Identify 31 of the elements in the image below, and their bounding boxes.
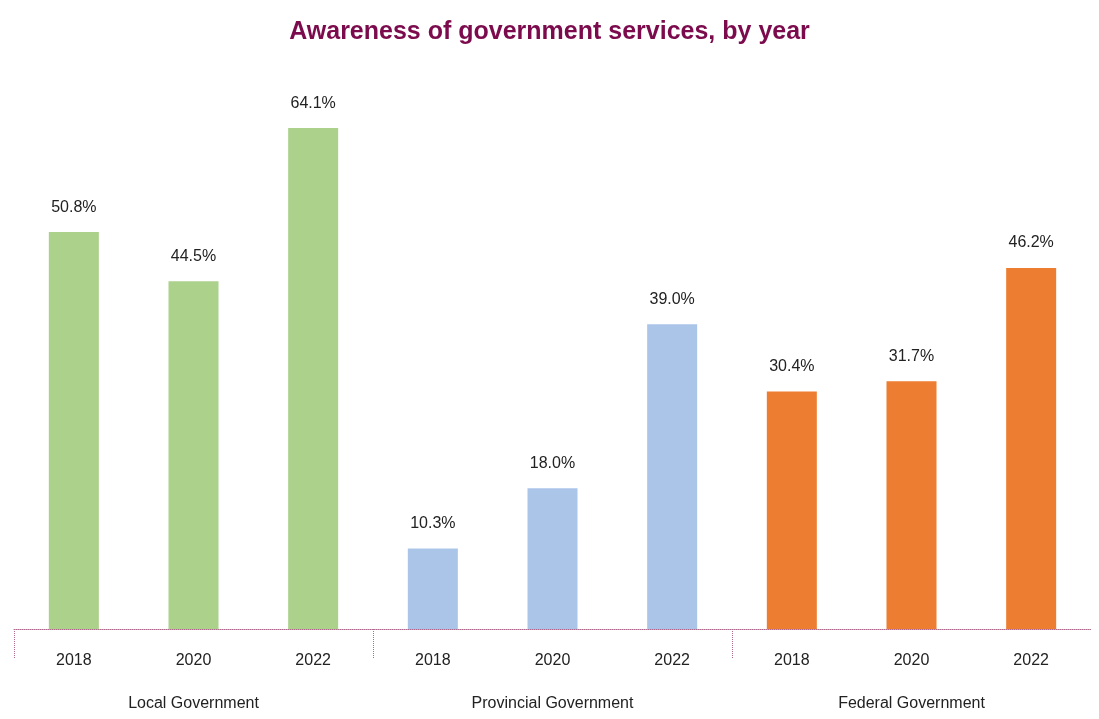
x-tick-label: 2020 [534,650,571,668]
data-label: 10.3% [410,514,456,532]
data-label: 39.0% [649,289,695,307]
data-label: 64.1% [290,93,336,111]
data-label: 44.5% [170,246,217,264]
bar [886,381,937,629]
data-label: 46.2% [1008,233,1054,251]
x-tick-label: 2018 [774,650,810,668]
x-tick-label: 2022 [295,650,332,668]
data-label: 18.0% [529,453,576,471]
bar [288,128,339,629]
x-tick-label: 2022 [654,650,691,668]
text: Provincial Government [471,693,634,711]
x-tick-label: 2020 [893,650,930,668]
data-label: 30.4% [769,356,815,374]
bar [168,281,219,629]
bar [407,548,458,629]
x-tick-label: 2022 [1013,650,1050,668]
x-tick-label: 2018 [56,650,92,668]
data-label: 50.8% [51,197,97,215]
bar [1006,267,1057,629]
bar [766,391,817,629]
data-label: 31.7% [888,346,935,364]
chart-title: Awareness of government services, by year [289,15,811,44]
x-tick-label: 2018 [415,650,451,668]
bar [527,488,578,629]
bar [647,324,698,629]
x-tick-label: 2020 [175,650,212,668]
text: Local Government [128,693,260,711]
bar [48,232,99,629]
text: Federal Government [838,693,986,711]
